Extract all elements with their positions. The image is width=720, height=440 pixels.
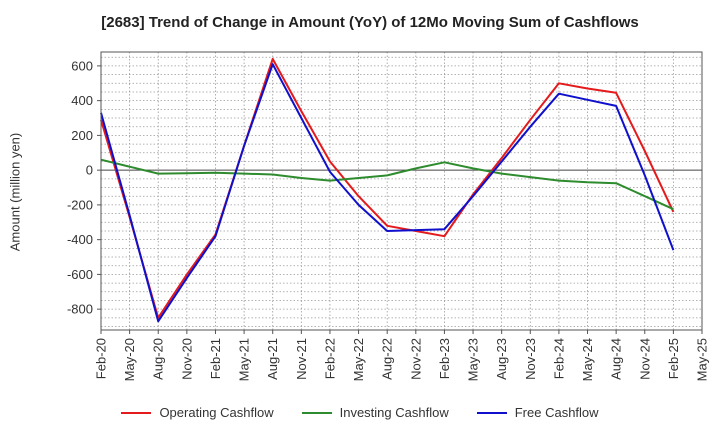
x-tick-label: Nov-20 [179, 338, 194, 380]
x-tick-label: May-21 [237, 338, 252, 381]
x-tick-label: Aug-23 [494, 338, 509, 380]
series-lines [100, 57, 675, 323]
legend-swatch [476, 411, 507, 414]
legend-swatch [301, 411, 332, 414]
y-tick-labels: 600 400 200 0 -200 -400 -600 -800 [67, 58, 101, 317]
x-tick-label: May-25 [695, 338, 710, 381]
legend-label: Free Cashflow [514, 405, 599, 420]
line-chart: 600 400 200 0 -200 -400 -600 -800 Feb-20 May-20 A… [67, 51, 710, 381]
x-tick-label: May-20 [122, 338, 137, 381]
legend-label: Investing Cashflow [339, 405, 449, 420]
series-line-free-cashflow [100, 63, 675, 323]
x-tick-label: May-24 [580, 338, 595, 381]
x-tick-label: May-23 [466, 338, 481, 381]
x-tick-label: Feb-22 [322, 338, 337, 379]
x-tick-label: Nov-22 [408, 338, 423, 380]
x-tick-label: Feb-23 [437, 338, 452, 379]
y-tick-label: 200 [71, 128, 93, 143]
series-line-operating-cashflow [100, 57, 675, 319]
grid-lines [100, 52, 703, 330]
x-tick-label: Aug-20 [151, 338, 166, 380]
legend: Operating Cashflow Investing Cashflow Free… [0, 405, 720, 420]
x-tick-labels: Feb-20 May-20 Aug-20 Nov-20 Feb-21 May-21 Aug-… [94, 330, 710, 381]
y-tick-label: -400 [67, 232, 93, 247]
x-tick-label: Feb-20 [94, 338, 109, 379]
y-tick-label: -600 [67, 267, 93, 282]
y-tick-label: 0 [86, 163, 93, 178]
x-tick-label: Nov-23 [523, 338, 538, 380]
x-tick-label: Feb-25 [666, 338, 681, 379]
x-tick-label: Nov-24 [637, 338, 652, 380]
x-tick-label: Feb-21 [208, 338, 223, 379]
legend-item-investing-cashflow: Investing Cashflow [301, 405, 449, 420]
y-tick-label: -800 [67, 302, 93, 317]
chart-title: [2683] Trend of Change in Amount (YoY) o… [101, 14, 639, 31]
x-tick-label: Aug-21 [265, 338, 280, 380]
x-tick-label: Nov-21 [294, 338, 309, 380]
x-tick-label: Feb-24 [551, 338, 566, 379]
x-tick-label: Aug-24 [609, 338, 624, 380]
series-line-investing-cashflow [100, 158, 674, 211]
plot-frame [100, 51, 703, 331]
y-tick-label: 400 [71, 93, 93, 108]
legend-swatch [121, 411, 152, 414]
legend-item-operating-cashflow: Operating Cashflow [121, 405, 274, 420]
x-tick-label: Aug-22 [380, 338, 395, 380]
legend-item-free-cashflow: Free Cashflow [476, 405, 599, 420]
y-tick-label: -200 [67, 197, 93, 212]
legend-label: Operating Cashflow [159, 405, 274, 420]
y-tick-label: 600 [71, 58, 93, 73]
x-tick-label: May-22 [351, 338, 366, 381]
